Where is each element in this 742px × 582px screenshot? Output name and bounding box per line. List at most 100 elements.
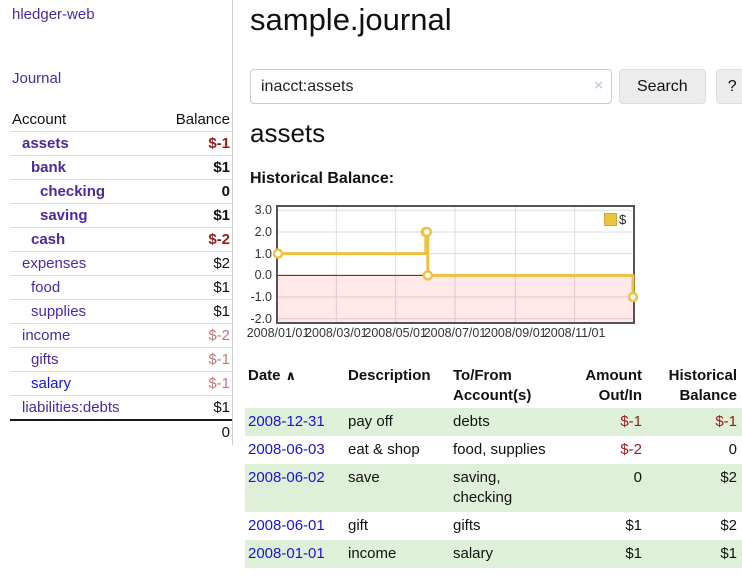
account-row: salary $-1 <box>10 371 232 395</box>
y-tick-label: -1.0 <box>250 290 272 305</box>
accounts-rows: assets $-1 bank $1 checking 0 saving $1 cash $-2 e… <box>10 131 232 419</box>
account-row: checking 0 <box>10 179 232 203</box>
transaction-accounts: salary <box>453 545 494 562</box>
account-row: food $1 <box>10 275 232 299</box>
transaction-date-link[interactable]: 2008-06-02 <box>245 464 345 512</box>
transaction-date-link[interactable]: 2008-12-31 <box>248 413 325 430</box>
account-link[interactable]: cash <box>31 231 66 248</box>
clear-search-icon[interactable]: × <box>594 77 603 94</box>
sort-asc-icon: ∧ <box>285 368 297 383</box>
accounts-table-header: Account Balance <box>10 108 232 131</box>
account-row: cash $-2 <box>10 227 232 251</box>
x-tick-label: 2008/11/01 <box>543 326 606 340</box>
transaction-description: save <box>348 469 380 486</box>
y-tick-label: -2.0 <box>250 311 272 326</box>
accounts-table: Account Balance assets $-1 bank $1 checking 0… <box>10 108 232 444</box>
amount-column-header: Amount Out/In <box>585 367 642 404</box>
chart-legend: $ <box>604 212 626 227</box>
transaction-date-link[interactable]: 2008-06-01 <box>245 512 345 540</box>
accounts-total-row: 0 <box>10 419 232 444</box>
page-title: sample.journal <box>250 2 452 37</box>
transaction-amount: $1 <box>625 517 642 534</box>
account-link[interactable]: bank <box>31 159 67 176</box>
x-tick-label: 2008/03/01 <box>305 326 368 340</box>
search-input[interactable] <box>250 69 612 104</box>
search-form: × Search ? <box>250 69 742 104</box>
account-link[interactable]: salary <box>31 375 72 392</box>
balance-chart-svg <box>272 207 639 322</box>
transaction-description: eat & shop <box>348 441 420 458</box>
transaction-date-link[interactable]: 2008-06-01 <box>248 517 325 534</box>
account-balance: $1 <box>213 279 230 296</box>
account-link[interactable]: supplies <box>31 303 87 320</box>
transaction-date-link[interactable]: 2008-12-31 <box>245 408 345 436</box>
historical-balance-chart: 3.0 2.0 1.0 0.0 -1.0 -2.0 2008/01/01 2008/03/0… <box>242 203 652 348</box>
search-button[interactable]: Search <box>619 69 706 104</box>
account-row: liabilities:debts $1 <box>10 395 232 419</box>
account-balance: 0 <box>221 183 230 200</box>
account-link[interactable]: saving <box>40 207 88 224</box>
transaction-description: income <box>348 545 397 562</box>
sidebar: hledger-web Journal Account Balance asse… <box>0 0 233 446</box>
transaction-accounts: debts <box>453 413 490 430</box>
account-column-header: Account <box>12 111 67 128</box>
account-balance: $1 <box>213 303 230 320</box>
sidebar-divider <box>232 0 233 445</box>
register-rows: 2008-12-31 pay off debts $-1 $-1 2008-06-03 ea… <box>245 408 742 568</box>
account-balance: $2 <box>213 255 230 272</box>
account-link[interactable]: expenses <box>22 255 87 272</box>
transaction-accounts: gifts <box>453 517 481 534</box>
x-tick-label: 2008/01/01 <box>246 326 310 340</box>
app-brand-link[interactable]: hledger-web <box>12 6 95 23</box>
account-balance: $1 <box>213 207 230 224</box>
account-row: saving $1 <box>10 203 232 227</box>
balance-column-header: Balance <box>175 111 230 128</box>
account-link[interactable]: food <box>31 279 61 296</box>
transaction-amount: 0 <box>633 469 642 486</box>
account-link[interactable]: assets <box>22 135 69 152</box>
search-box: × <box>250 69 612 104</box>
account-link[interactable]: liabilities:debts <box>22 399 120 416</box>
account-balance: $1 <box>213 159 230 176</box>
account-balance: $-2 <box>208 327 230 344</box>
legend-swatch-icon <box>604 213 617 226</box>
account-balance: $-1 <box>208 351 230 368</box>
transaction-amount: $1 <box>625 545 642 562</box>
transaction-date-link[interactable]: 2008-06-03 <box>245 436 345 464</box>
transaction-balance: $2 <box>720 469 737 486</box>
sidebar-item-journal[interactable]: Journal <box>12 70 62 87</box>
y-tick-label: 3.0 <box>254 203 272 218</box>
account-link[interactable]: income <box>22 327 71 344</box>
date-column-header[interactable]: Date ∧ <box>248 367 297 384</box>
transaction-date-link[interactable]: 2008-06-02 <box>248 469 325 486</box>
x-tick-label: 2008/05/01 <box>364 326 427 340</box>
accounts-total-balance: 0 <box>221 424 230 441</box>
register-row: 2008-06-03 eat & shop food, supplies $-2 0 <box>245 436 742 464</box>
description-column-header: Description <box>348 367 431 384</box>
transaction-balance: $2 <box>720 517 737 534</box>
help-button[interactable]: ? <box>715 69 742 104</box>
x-tick-label: 2008/07/01 <box>423 326 487 340</box>
register-row: 2008-12-31 pay off debts $-1 $-1 <box>245 408 742 436</box>
transaction-date-link[interactable]: 2008-06-03 <box>248 441 325 458</box>
register-row: 2008-01-01 income salary $1 $1 <box>245 540 742 568</box>
account-row: gifts $-1 <box>10 347 232 371</box>
account-link[interactable]: checking <box>40 183 106 200</box>
transaction-accounts: saving, checking <box>453 469 513 506</box>
transaction-amount: $-2 <box>620 441 642 458</box>
account-balance: $-1 <box>208 375 230 392</box>
legend-label: $ <box>619 212 627 227</box>
account-row: assets $-1 <box>10 131 232 155</box>
transaction-amount: $-1 <box>620 413 642 430</box>
register-row: 2008-06-02 save saving, checking 0 $2 <box>245 464 742 512</box>
register-header-row: Date ∧ Description To/From Account(s) Amo… <box>245 362 742 408</box>
account-row: expenses $2 <box>10 251 232 275</box>
account-link[interactable]: gifts <box>31 351 59 368</box>
chart-title: Historical Balance: <box>250 170 395 187</box>
account-balance: $1 <box>213 399 230 416</box>
transaction-date-link[interactable]: 2008-01-01 <box>248 545 325 562</box>
register-table: Date ∧ Description To/From Account(s) Amo… <box>245 362 742 568</box>
account-balance: $-2 <box>208 231 230 248</box>
transaction-balance: $-1 <box>715 413 737 430</box>
transaction-date-link[interactable]: 2008-01-01 <box>245 540 345 568</box>
